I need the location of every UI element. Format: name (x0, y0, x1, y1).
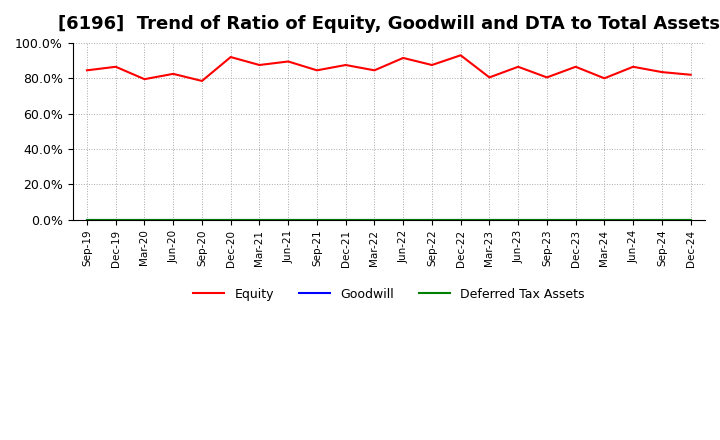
Equity (456, 53, 465, 58)
Equity (83, 68, 91, 73)
Equity (543, 75, 552, 80)
Line: Equity: Equity (87, 55, 690, 81)
Deferred Tax Assets (572, 217, 580, 223)
Goodwill (399, 217, 408, 223)
Equity (169, 71, 178, 77)
Goodwill (341, 217, 350, 223)
Deferred Tax Assets (543, 217, 552, 223)
Deferred Tax Assets (514, 217, 523, 223)
Deferred Tax Assets (169, 217, 178, 223)
Equity (197, 78, 206, 84)
Goodwill (284, 217, 292, 223)
Equity (428, 62, 436, 68)
Goodwill (112, 217, 120, 223)
Deferred Tax Assets (370, 217, 379, 223)
Goodwill (657, 217, 666, 223)
Goodwill (197, 217, 206, 223)
Goodwill (514, 217, 523, 223)
Deferred Tax Assets (456, 217, 465, 223)
Goodwill (312, 217, 321, 223)
Deferred Tax Assets (197, 217, 206, 223)
Goodwill (255, 217, 264, 223)
Equity (255, 62, 264, 68)
Equity (485, 75, 494, 80)
Deferred Tax Assets (485, 217, 494, 223)
Deferred Tax Assets (112, 217, 120, 223)
Goodwill (600, 217, 608, 223)
Equity (629, 64, 637, 70)
Deferred Tax Assets (255, 217, 264, 223)
Goodwill (226, 217, 235, 223)
Goodwill (629, 217, 637, 223)
Equity (140, 77, 149, 82)
Deferred Tax Assets (83, 217, 91, 223)
Deferred Tax Assets (312, 217, 321, 223)
Equity (399, 55, 408, 61)
Goodwill (686, 217, 695, 223)
Deferred Tax Assets (341, 217, 350, 223)
Equity (514, 64, 523, 70)
Goodwill (370, 217, 379, 223)
Goodwill (572, 217, 580, 223)
Equity (312, 68, 321, 73)
Goodwill (456, 217, 465, 223)
Deferred Tax Assets (226, 217, 235, 223)
Legend: Equity, Goodwill, Deferred Tax Assets: Equity, Goodwill, Deferred Tax Assets (188, 282, 590, 306)
Equity (600, 76, 608, 81)
Deferred Tax Assets (657, 217, 666, 223)
Equity (112, 64, 120, 70)
Equity (341, 62, 350, 68)
Deferred Tax Assets (686, 217, 695, 223)
Goodwill (169, 217, 178, 223)
Goodwill (140, 217, 149, 223)
Equity (226, 55, 235, 60)
Deferred Tax Assets (428, 217, 436, 223)
Deferred Tax Assets (600, 217, 608, 223)
Goodwill (428, 217, 436, 223)
Equity (657, 70, 666, 75)
Equity (284, 59, 292, 64)
Title: [6196]  Trend of Ratio of Equity, Goodwill and DTA to Total Assets: [6196] Trend of Ratio of Equity, Goodwil… (58, 15, 720, 33)
Deferred Tax Assets (284, 217, 292, 223)
Deferred Tax Assets (140, 217, 149, 223)
Equity (686, 72, 695, 77)
Deferred Tax Assets (629, 217, 637, 223)
Goodwill (485, 217, 494, 223)
Deferred Tax Assets (399, 217, 408, 223)
Equity (572, 64, 580, 70)
Equity (370, 68, 379, 73)
Goodwill (543, 217, 552, 223)
Goodwill (83, 217, 91, 223)
